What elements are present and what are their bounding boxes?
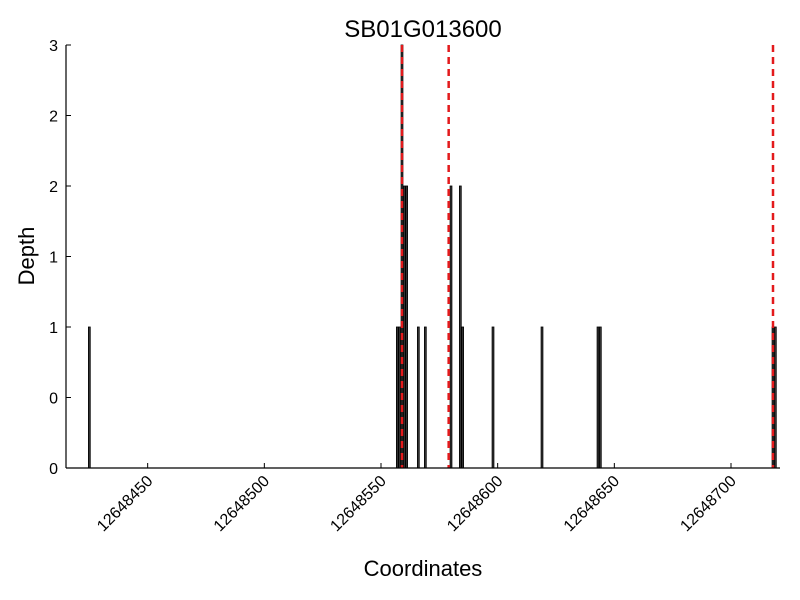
y-ticks: 0 0 1 1 2 2 3 xyxy=(49,38,71,478)
bar xyxy=(402,185,406,469)
y-tick-label: 2 xyxy=(49,109,58,126)
x-axis-label: Coordinates xyxy=(364,556,483,581)
y-tick-label: 2 xyxy=(49,179,58,196)
bar xyxy=(491,326,495,469)
bar xyxy=(423,326,427,469)
bar xyxy=(458,185,462,469)
y-tick-label: 1 xyxy=(49,250,58,267)
y-axis-label: Depth xyxy=(14,227,39,286)
bar xyxy=(774,326,777,469)
bar xyxy=(416,326,420,469)
y-tick-label: 0 xyxy=(49,391,58,408)
y-tick-label: 1 xyxy=(49,320,58,337)
x-tick-label: 12648500 xyxy=(211,473,273,535)
bar xyxy=(449,185,453,469)
axes xyxy=(65,45,780,469)
bar xyxy=(596,326,600,469)
x-tick-label: 12648450 xyxy=(94,473,156,535)
x-tick-label: 12648550 xyxy=(327,473,389,535)
y-tick-label: 0 xyxy=(49,461,58,478)
bar xyxy=(599,326,602,469)
y-tick-label: 3 xyxy=(49,38,58,55)
bar xyxy=(540,326,544,469)
chart-title: SB01G013600 xyxy=(344,16,501,43)
x-tick-label: 12648600 xyxy=(444,473,506,535)
bar xyxy=(405,185,409,469)
bar xyxy=(461,326,465,469)
bar-series xyxy=(88,44,777,469)
bar xyxy=(395,326,399,469)
bar xyxy=(398,326,402,469)
marker-lines xyxy=(400,45,775,468)
x-ticks: 12648450 12648500 12648550 12648600 12648650… xyxy=(94,463,740,535)
x-tick-label: 12648700 xyxy=(677,473,739,535)
x-tick-label: 12648650 xyxy=(561,473,623,535)
bar xyxy=(88,326,91,469)
